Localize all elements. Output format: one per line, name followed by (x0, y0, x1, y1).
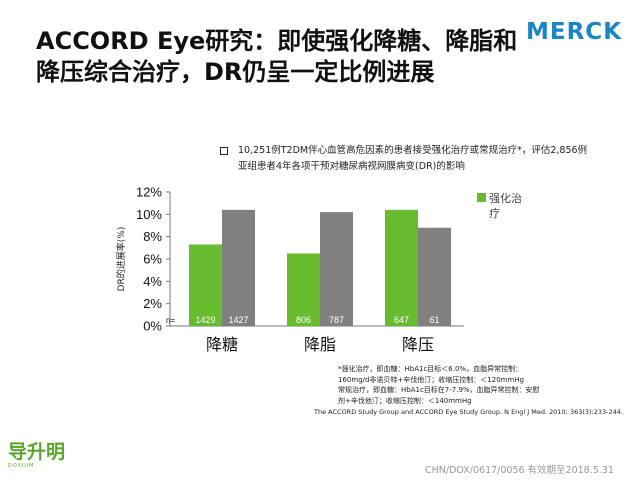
n-label: 647 (394, 315, 409, 325)
legend-label: 强化治 (489, 191, 522, 205)
y-axis-label: DR的进展率(%) (115, 227, 127, 292)
brand-logo: 导升明 DOXIUM (8, 441, 65, 469)
bar (320, 212, 353, 326)
footnote-line: 160mg/d非诺贝特+辛伐他汀；收缩压控制：＜120mmHg (338, 375, 524, 384)
n-prefix-label: n= (166, 316, 175, 325)
footnote-line: 常规治疗，即血糖：HbA1c目标在7-7.9%，血脂异常控制：安慰 (338, 386, 540, 394)
study-description: 10,251例T2DM伴心血管高危因素的患者接受强化治疗或常规治疗*，评估2,8… (220, 143, 630, 175)
merck-logo: MERCK (526, 19, 623, 45)
y-tick-label: 6% (143, 252, 162, 267)
n-label: 1427 (228, 315, 248, 325)
bar (287, 253, 320, 326)
bar (418, 227, 451, 326)
footnote-line: *强化治疗，即血糖：HbA1c目标＜6.0%，血脂异常控制： (338, 365, 523, 373)
n-label: 806 (296, 315, 311, 325)
brand-sub: DOXIUM (8, 463, 35, 469)
y-tick-label: 4% (143, 274, 162, 289)
footnote: *强化治疗，即血糖：HbA1c目标＜6.0%，血脂异常控制： 160mg/d非诺… (338, 364, 540, 406)
y-tick-label: 2% (143, 296, 162, 311)
bar (385, 209, 418, 326)
legend-label: 疗 (489, 206, 500, 220)
bar (189, 244, 222, 326)
x-tick-label: 降脂 (304, 335, 336, 354)
description-line-1: 10,251例T2DM伴心血管高危因素的患者接受强化治疗或常规治疗*，评估2,8… (238, 145, 588, 156)
title-line-2: 降压综合治疗，DR仍呈一定比例进展 (36, 58, 435, 86)
bar (222, 209, 255, 326)
document-code: CHN/DOX/0617/0056 有效期至2018.5.31 (425, 465, 614, 476)
brand-name: 导升明 (8, 441, 66, 463)
y-tick-label: 8% (143, 229, 162, 244)
legend-swatch (477, 193, 486, 202)
x-tick-label: 降压 (402, 335, 434, 354)
y-tick-label: 0% (143, 319, 162, 334)
n-label: 61 (429, 315, 439, 325)
footnote-line: 剂+辛伐他汀；收缩压控制：＜140mmHg (338, 396, 472, 405)
y-tick-label: 10% (136, 207, 162, 222)
title-line-1: ACCORD Eye研究：即使强化降糖、降脂和 (36, 27, 518, 55)
description-line-2: 亚组患者4年各项干预对糖尿病视网膜病变(DR)的影响 (238, 161, 465, 172)
x-tick-label: 降糖 (206, 335, 238, 354)
n-label: 1429 (195, 315, 215, 325)
reference: The ACCORD Study Group and ACCORD Eye St… (314, 408, 623, 416)
square-bullet-icon (220, 147, 228, 155)
n-label: 787 (329, 315, 344, 325)
slide-title: ACCORD Eye研究：即使强化降糖、降脂和 降压综合治疗，DR仍呈一定比例进… (36, 26, 518, 88)
y-tick-label: 12% (136, 185, 162, 200)
